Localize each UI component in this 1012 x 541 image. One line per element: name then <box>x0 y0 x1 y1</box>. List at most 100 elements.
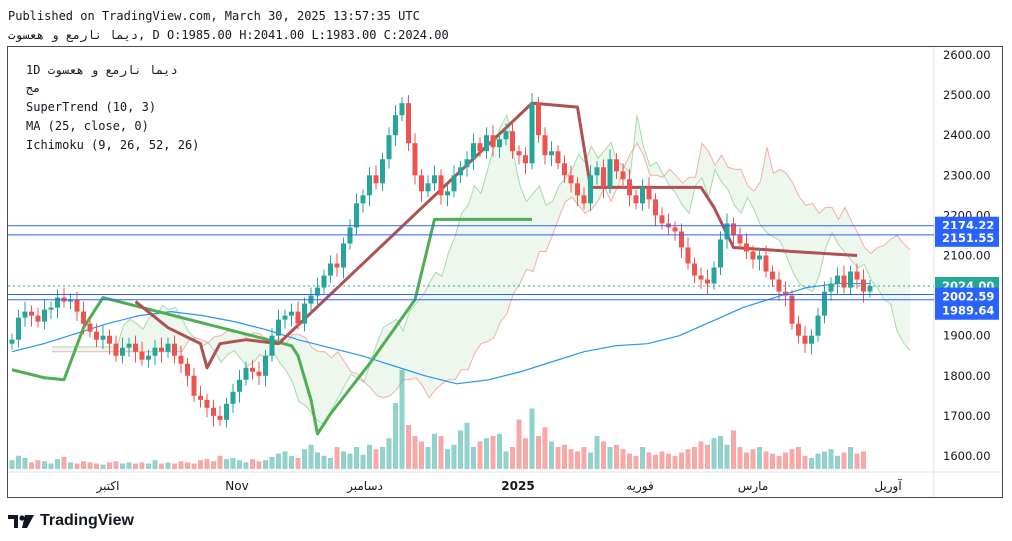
volume-bar <box>568 449 574 469</box>
candle-body <box>867 285 873 292</box>
candle-body <box>646 187 652 200</box>
chart-frame[interactable]: 2600.00 2500.00 2400.00 2300.00 2200.00 2100.… <box>7 46 1003 498</box>
volume-bar <box>81 461 86 469</box>
volume-bar <box>841 452 847 469</box>
candle-body <box>445 191 450 196</box>
candle-body <box>42 309 47 322</box>
volume-bar <box>133 463 138 469</box>
volume-bar <box>406 425 411 469</box>
y-tick-label: 1600.00 <box>943 449 991 463</box>
volume-bar <box>217 455 223 469</box>
ichimoku-span-b <box>52 142 911 399</box>
candle-body <box>406 103 411 144</box>
volume-bar <box>718 436 723 469</box>
ichimoku-span-a <box>52 113 911 427</box>
candle-body <box>607 159 613 188</box>
volume-bar <box>302 449 307 469</box>
volume-bar <box>16 455 21 469</box>
candle-body <box>783 291 788 296</box>
volume-bar <box>490 436 496 469</box>
volume-bar <box>55 459 60 469</box>
x-tick-label: Nov <box>225 479 248 493</box>
candle-body <box>354 203 359 228</box>
volume-bar <box>711 438 717 469</box>
candle-body <box>789 295 795 324</box>
candle-body <box>256 371 262 376</box>
candle-body <box>237 379 242 392</box>
volume-bar <box>750 449 756 469</box>
y-tick-label: 2100.00 <box>943 248 991 262</box>
candle-body <box>542 135 548 156</box>
volume-bar <box>685 449 691 469</box>
candle-body <box>575 183 580 196</box>
legend-ma[interactable]: MA (25, close, 0) <box>26 119 149 133</box>
candle-body <box>685 247 691 264</box>
volume-bar <box>724 444 730 469</box>
candle-body <box>328 263 333 276</box>
candle-body <box>68 299 73 302</box>
legend-ichimoku[interactable]: Ichimoku (9, 26, 52, 26) <box>26 138 200 152</box>
tradingview-logo[interactable]: TradingView <box>8 511 134 531</box>
candle-body <box>198 395 203 400</box>
volume-bar <box>633 455 639 469</box>
volume-bar <box>497 433 502 469</box>
candle-body <box>737 235 743 244</box>
candle-body <box>107 335 112 344</box>
ohlc-info: ديما نارمع و هعسوت, D O:1985.00 H:2041.0… <box>8 28 449 42</box>
candle-body <box>841 275 847 288</box>
candle-body <box>172 343 177 356</box>
price-chart[interactable]: 2600.002500.002400.002300.002200.002100.… <box>8 47 1002 497</box>
y-tick-label: 2600.00 <box>943 48 991 62</box>
candle-body <box>302 303 307 324</box>
x-tick-label: فوريه <box>626 479 654 494</box>
volume-bar <box>120 463 125 469</box>
volume-bar <box>146 463 151 469</box>
x-tick-label: دسامبر <box>346 479 383 494</box>
volume-bar <box>373 449 379 469</box>
volume-bar <box>581 447 587 469</box>
candle-body <box>250 367 255 372</box>
x-tick-label: مارس <box>738 479 769 494</box>
volume-bar <box>471 447 476 469</box>
volume-bar <box>61 456 67 469</box>
candle-body <box>588 175 593 204</box>
candle-body <box>399 103 405 116</box>
volume-bar <box>172 463 177 469</box>
volume-bar <box>640 447 645 469</box>
volume-bar <box>653 454 658 469</box>
candle-body <box>659 215 665 224</box>
volume-bar <box>367 444 372 469</box>
y-tick-label: 2500.00 <box>943 88 991 102</box>
candle-body <box>126 343 132 348</box>
candle-body <box>29 311 34 316</box>
candle-body <box>347 227 353 244</box>
price-badge-label: 2151.55 <box>942 231 994 245</box>
candle-body <box>731 223 736 236</box>
volume-bar <box>802 455 808 469</box>
volume-bar <box>549 441 554 469</box>
volume-bar <box>659 451 665 469</box>
candle-body <box>848 271 853 288</box>
volume-bar <box>757 447 762 469</box>
candle-body <box>9 339 15 344</box>
candle-body <box>191 375 197 396</box>
candle-body <box>159 347 164 352</box>
volume-bar <box>48 463 54 469</box>
volume-bar <box>282 451 288 469</box>
candle-body <box>438 175 444 196</box>
candle-body <box>464 159 470 168</box>
legend-supertrend[interactable]: SuperTrend (10, 3) <box>26 100 157 114</box>
ma-line <box>11 282 870 385</box>
price-badge-label: 2002.59 <box>942 290 994 304</box>
candle-body <box>822 291 827 316</box>
legend-symbol: 1D ديما نارمع و هعسوت <box>26 63 178 77</box>
x-tick-label: اكتبر <box>96 479 120 494</box>
candle-body <box>22 311 28 318</box>
volume-bar <box>789 449 795 469</box>
y-tick-label: 2400.00 <box>943 128 991 142</box>
candle-body <box>386 135 392 160</box>
candle-body <box>627 179 632 196</box>
candle-body <box>718 239 723 268</box>
candle-body <box>165 343 171 352</box>
candle-body <box>536 103 541 136</box>
